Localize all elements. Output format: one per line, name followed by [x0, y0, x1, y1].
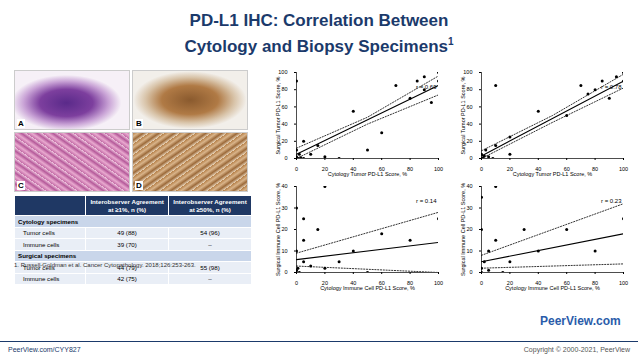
svg-text:40: 40 [350, 280, 357, 287]
html-text:39 (70): 39 (70) [117, 240, 137, 248]
html-text:Cytology specimens: Cytology specimens [18, 217, 79, 225]
svg-text:0: 0 [295, 166, 298, 172]
svg-text:20: 20 [466, 138, 472, 144]
svg-text:20: 20 [281, 226, 287, 232]
svg-text:60: 60 [563, 280, 570, 287]
html-text:Surgical specimens: Surgical specimens [18, 252, 77, 259]
html-text:B: B [136, 119, 142, 128]
html-text:42 (75): 42 (75) [117, 275, 137, 282]
svg-text:40: 40 [281, 183, 287, 189]
svg-text:Cytology Immune Cell PD-L1 Sco: Cytology Immune Cell PD-L1 Score, % [320, 285, 415, 291]
html-text:44 (79): 44 (79) [117, 263, 137, 271]
svg-text:Surgical Tumor PD-L1 Score, %: Surgical Tumor PD-L1 Score, % [275, 76, 281, 154]
svg-text:40: 40 [466, 183, 472, 189]
svg-text:40: 40 [535, 166, 542, 173]
html-text:55 (98): 55 (98) [200, 263, 220, 271]
svg-text:100: 100 [463, 69, 472, 75]
svg-text:60: 60 [281, 104, 287, 110]
svg-text:30: 30 [466, 205, 472, 211]
html-text:49 (88): 49 (88) [117, 229, 137, 236]
svg-text:80: 80 [407, 166, 413, 172]
svg-text:20: 20 [466, 226, 472, 232]
svg-text:0: 0 [284, 155, 287, 161]
svg-text:100: 100 [619, 280, 628, 286]
html-text:C: C [18, 181, 24, 190]
svg-text:r = 0.14: r = 0.14 [416, 198, 437, 204]
svg-text:r = 0.69: r = 0.69 [416, 84, 437, 90]
svg-text:100: 100 [278, 69, 287, 75]
svg-text:20: 20 [506, 280, 513, 287]
svg-text:80: 80 [592, 280, 599, 287]
html-text:Copyright © 2000-2021, PeerVie: Copyright © 2000-2021, PeerView [523, 346, 630, 353]
svg-text:80: 80 [407, 280, 414, 287]
html-text:A: A [18, 119, 24, 128]
html-text:Immune cells: Immune cells [23, 275, 60, 282]
svg-text:Surgical Immune Cell PD-L1 Sco: Surgical Immune Cell PD-L1 Score, % [460, 183, 466, 276]
svg-text:60: 60 [378, 166, 385, 173]
svg-text:0: 0 [469, 269, 472, 275]
svg-text:Cytology Tumor PD-L1 Score, %: Cytology Tumor PD-L1 Score, % [513, 171, 593, 177]
svg-text:r = 0.78: r = 0.78 [601, 84, 622, 90]
html-text:PD-L1 IHC: Correlation Between: PD-L1 IHC: Correlation Between [189, 11, 449, 30]
svg-text:10: 10 [466, 248, 472, 254]
svg-text:Surgical Tumor PD-L1 Score, %: Surgical Tumor PD-L1 Score, % [460, 76, 466, 154]
html-text:D: D [136, 181, 142, 190]
svg-text:20: 20 [281, 138, 287, 144]
html-text:Tumor cells: Tumor cells [23, 229, 55, 236]
svg-text:0: 0 [480, 166, 483, 172]
html-text:54 (96): 54 (96) [200, 229, 220, 236]
html-text:PeerView.com: PeerView.com [540, 314, 621, 328]
svg-text:Cytology Immune Cell PD-L1 Sco: Cytology Immune Cell PD-L1 Score, % [505, 285, 600, 291]
svg-text:100: 100 [434, 280, 443, 286]
html-text:Interobserver Agreement at ≥1%: Interobserver Agreement at ≥1%, n (%) [90, 198, 164, 213]
svg-text:10: 10 [281, 248, 287, 254]
svg-text:Cytology Tumor PD-L1 Score, %: Cytology Tumor PD-L1 Score, % [328, 171, 408, 177]
html-text:Tumor cells: Tumor cells [23, 263, 55, 271]
svg-text:20: 20 [321, 166, 328, 173]
svg-text:0: 0 [284, 269, 287, 275]
svg-text:80: 80 [592, 166, 598, 172]
svg-text:80: 80 [281, 86, 287, 92]
svg-text:60: 60 [466, 104, 472, 110]
svg-text:r = 0.23: r = 0.23 [601, 198, 622, 204]
svg-text:Surgical Immune Cell PD-L1 Sco: Surgical Immune Cell PD-L1 Score, % [275, 183, 281, 276]
svg-text:60: 60 [378, 280, 385, 287]
svg-text:40: 40 [281, 121, 287, 127]
svg-text:40: 40 [535, 280, 542, 287]
svg-text:0: 0 [469, 155, 472, 161]
svg-text:20: 20 [506, 166, 513, 173]
svg-text:40: 40 [466, 121, 472, 127]
svg-text:40: 40 [350, 166, 357, 173]
html-text:Immune cells: Immune cells [23, 240, 60, 248]
svg-text:0: 0 [295, 280, 298, 286]
html-text:1. Russell-Goldman et al. Canc: 1. Russell-Goldman et al. Cancer Cytopat… [14, 262, 196, 268]
html-text:PeerView.com/CYY827: PeerView.com/CYY827 [8, 346, 81, 353]
svg-text:80: 80 [466, 86, 472, 92]
svg-text:30: 30 [281, 205, 287, 211]
html-text:Interobserver Agreement at ≥50: Interobserver Agreement at ≥50%, n (%) [173, 198, 247, 213]
svg-text:60: 60 [563, 166, 570, 173]
svg-text:0: 0 [480, 280, 483, 286]
svg-text:100: 100 [619, 166, 628, 172]
svg-text:20: 20 [321, 280, 328, 287]
svg-text:100: 100 [434, 166, 443, 172]
html-text:Cytology and Biopsy Specimens1: Cytology and Biopsy Specimens1 [184, 36, 454, 56]
